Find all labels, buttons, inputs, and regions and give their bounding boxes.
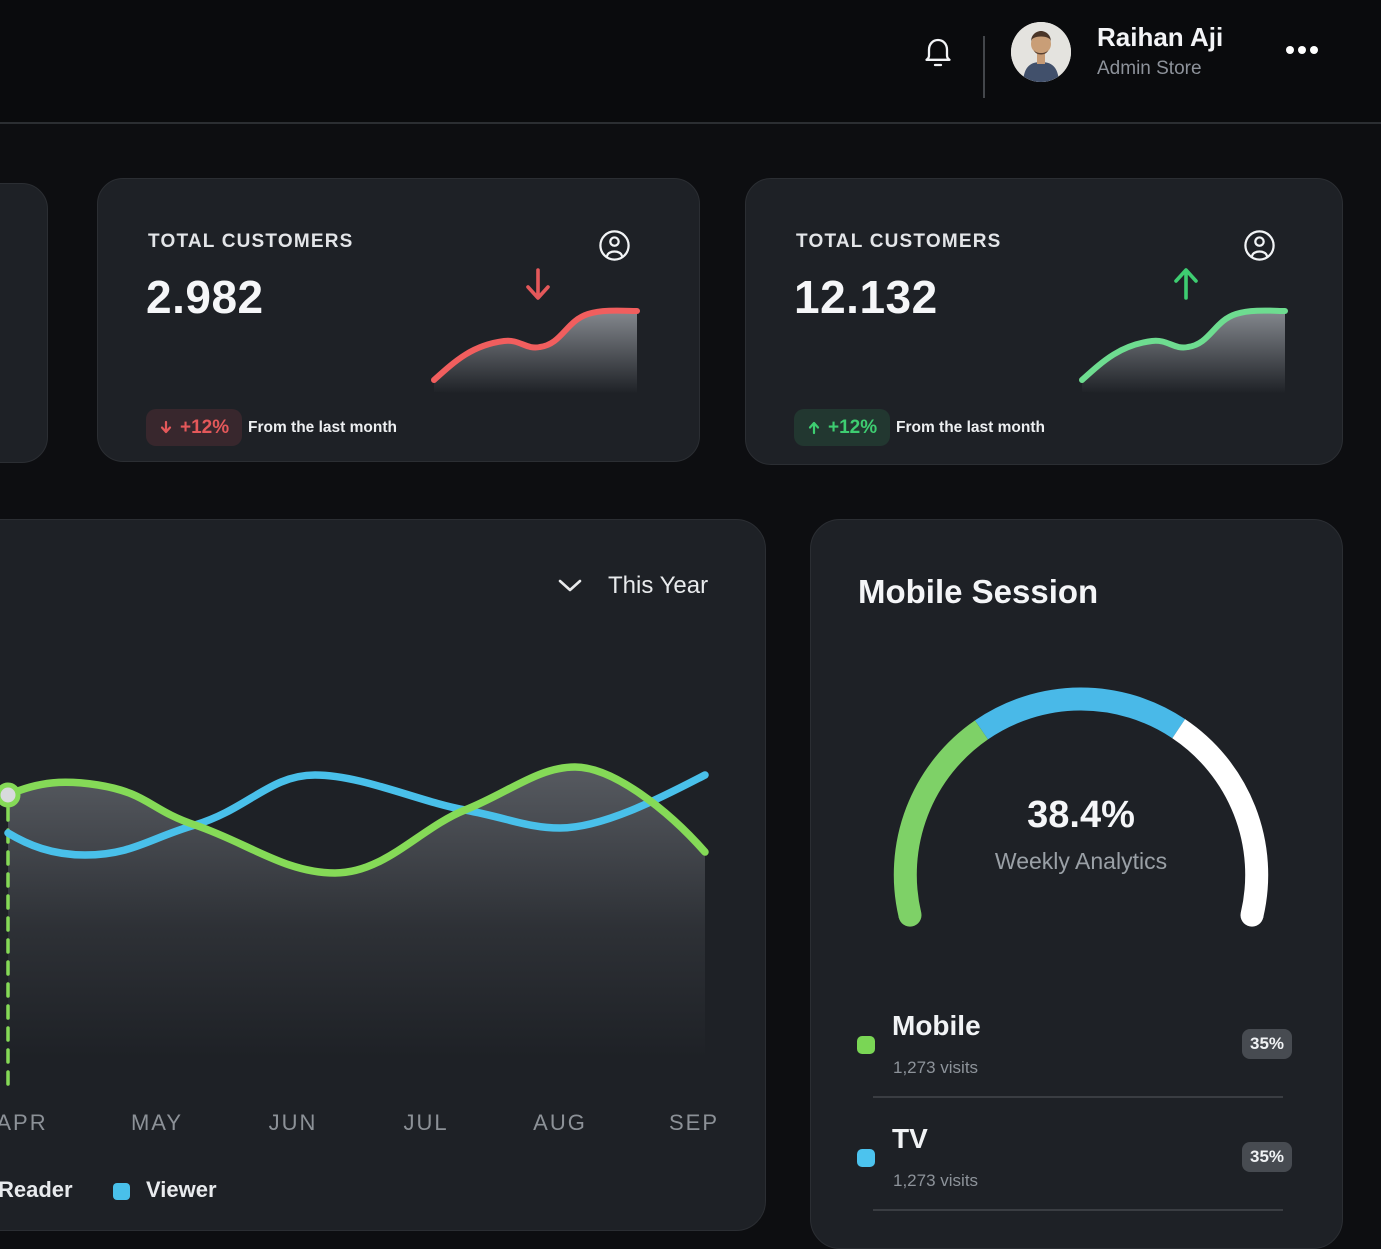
- user-role: Admin Store: [1097, 58, 1202, 79]
- gauge-segment-green: [893, 720, 989, 918]
- gauge-segment-blue: [974, 687, 1186, 740]
- top-bar: [0, 0, 1381, 122]
- trend-down-arrow-icon: [526, 268, 550, 300]
- mobile-bullet: [857, 1036, 875, 1054]
- tv-bullet: [857, 1149, 875, 1167]
- legend-swatch-viewer: [113, 1183, 130, 1200]
- sparkline-down: [431, 307, 640, 398]
- list-divider: [873, 1209, 1283, 1211]
- tv-percent-badge: 35%: [1242, 1142, 1292, 1172]
- header-divider-vertical: [983, 36, 985, 98]
- year-line-chart: [0, 763, 709, 1090]
- notification-bell-icon[interactable]: [922, 36, 954, 70]
- reader-line: [4, 763, 709, 877]
- chevron-down-icon: [558, 579, 582, 592]
- x-axis-label: JUL: [403, 1110, 449, 1135]
- stat-title: TOTAL CUSTOMERS: [796, 231, 1002, 252]
- arrow-down-icon: [160, 420, 172, 434]
- gauge-end-cap: [898, 903, 922, 927]
- gauge-segment-white: [1172, 719, 1269, 918]
- filter-label: This Year: [608, 572, 709, 599]
- x-axis-label: JUN: [268, 1110, 318, 1135]
- stat-value: 12.132: [794, 271, 938, 323]
- gauge-value: 38.4%: [1027, 794, 1135, 836]
- stat-value: 2.982: [146, 271, 264, 323]
- page-divider: [0, 122, 1381, 124]
- list-divider: [873, 1096, 1283, 1098]
- selected-point-marker[interactable]: [0, 782, 21, 808]
- x-axis-label: MAY: [130, 1110, 184, 1135]
- arrow-up-icon: [808, 421, 820, 435]
- sparkline-up: [1079, 307, 1288, 398]
- tv-label: TV: [892, 1123, 928, 1154]
- dot-icon: [1286, 46, 1294, 54]
- gauge-end-cap: [1240, 903, 1264, 927]
- reader-area-fill: [8, 767, 705, 1058]
- user-circle-icon: [599, 230, 630, 261]
- badge-value: +12%: [180, 416, 230, 438]
- more-options-button[interactable]: [1286, 46, 1318, 54]
- x-axis-label: APR: [0, 1110, 48, 1135]
- tv-visits: 1,273 visits: [893, 1171, 979, 1190]
- viewer-line: [4, 771, 709, 859]
- mobile-percent-badge: 35%: [1242, 1029, 1292, 1059]
- stat-title: TOTAL CUSTOMERS: [148, 231, 354, 252]
- badge-note: From the last month: [896, 419, 1045, 436]
- dot-icon: [1310, 46, 1318, 54]
- user-circle-icon: [1244, 230, 1275, 261]
- year-filter-dropdown[interactable]: This Year: [556, 572, 708, 600]
- avatar[interactable]: [1011, 22, 1071, 82]
- stat-card-partial: [0, 183, 48, 463]
- avatar-photo: [1011, 22, 1071, 82]
- mobile-label: Mobile: [892, 1010, 981, 1041]
- x-axis-label: SEP: [668, 1110, 720, 1135]
- legend-label-viewer: Viewer: [146, 1177, 217, 1202]
- gauge-caption: Weekly Analytics: [994, 848, 1168, 874]
- weekly-analytics-gauge: [893, 687, 1269, 927]
- trend-up-arrow-icon: [1174, 268, 1198, 300]
- dot-icon: [1298, 46, 1306, 54]
- badge-value: +12%: [828, 416, 878, 438]
- legend-label-reader: Reader: [0, 1177, 73, 1202]
- mobile-session-title: Mobile Session: [858, 573, 1099, 610]
- user-name: Raihan Aji: [1097, 22, 1224, 52]
- badge-note: From the last month: [248, 419, 397, 436]
- x-axis-label: AUG: [533, 1110, 587, 1135]
- trend-badge: +12%: [794, 409, 891, 446]
- trend-badge: +12%: [146, 409, 243, 446]
- mobile-visits: 1,273 visits: [893, 1058, 979, 1077]
